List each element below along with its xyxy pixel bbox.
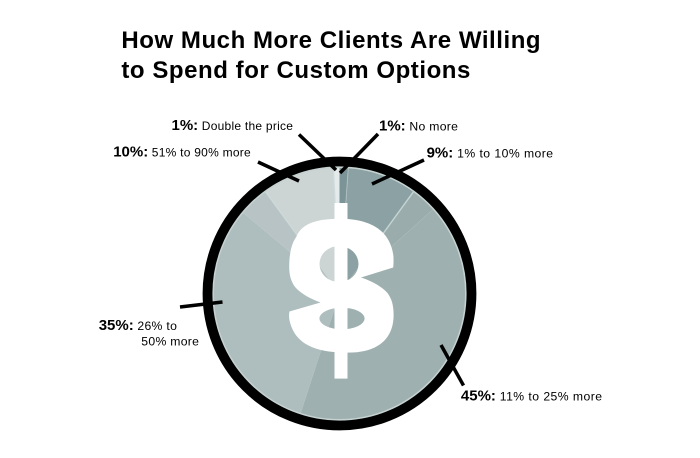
svg-text:35%: 26% to: 35%: 26% to <box>99 317 177 334</box>
svg-text:1%: Double the price: 1%: Double the price <box>172 117 294 134</box>
svg-text:How Much More Clients Are Will: How Much More Clients Are Willing <box>121 27 541 54</box>
svg-text:to Spend for Custom Options: to Spend for Custom Options <box>121 57 471 84</box>
svg-text:50% more: 50% more <box>141 335 199 349</box>
svg-text:10%: 51% to 90% more: 10%: 51% to 90% more <box>113 144 251 161</box>
svg-text:45%: 11% to 25% more: 45%: 11% to 25% more <box>461 387 603 404</box>
svg-text:9%: 1% to 10% more: 9%: 1% to 10% more <box>427 145 554 162</box>
svg-text:1%: No more: 1%: No more <box>379 118 458 135</box>
